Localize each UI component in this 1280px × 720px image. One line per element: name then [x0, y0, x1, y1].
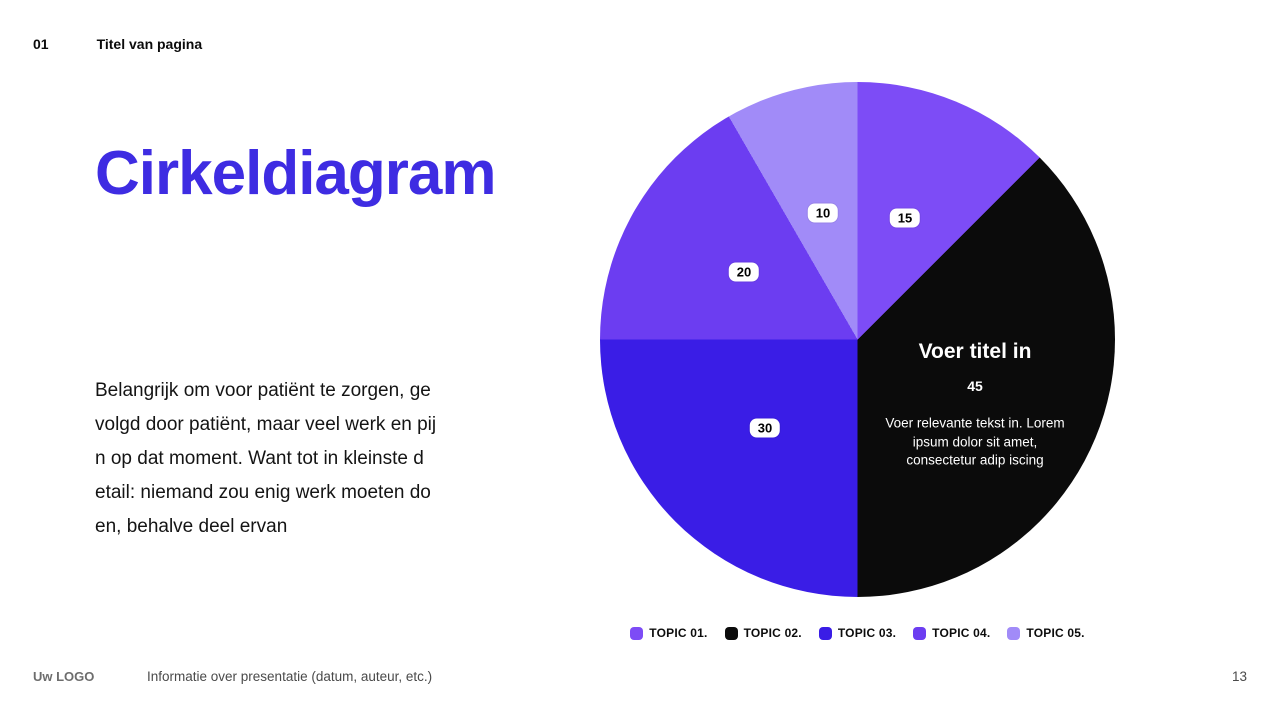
legend-swatch [913, 626, 927, 640]
page-header-title: Titel van pagina [96, 36, 203, 52]
body-line: etail: niemand zou enig werk moeten do [95, 482, 431, 503]
slice-label-topic-03: 30 [749, 418, 781, 438]
footer-info: Informatie over presentatie (datum, aute… [147, 669, 433, 684]
slice-label-topic-04: 20 [728, 262, 760, 282]
legend-label: TOPIC 05. [1026, 626, 1085, 640]
slice-label-topic-02: 45 [967, 378, 983, 394]
slice-callout-text: Voer relevante tekst in. Lorem ipsum dol… [885, 415, 1065, 468]
legend-label: TOPIC 04. [932, 626, 991, 640]
slide-title: Cirkeldiagram [95, 139, 497, 208]
legend-label: TOPIC 03. [837, 626, 897, 640]
legend-swatch [724, 626, 738, 640]
legend-item: TOPIC 01. [630, 626, 707, 640]
body-line: n op dat moment. Want tot in kleinste d [95, 448, 424, 469]
legend-label: TOPIC 01. [649, 626, 708, 640]
slice-label-topic-01: 15 [889, 208, 921, 228]
footer-logo: Uw LOGO [33, 669, 95, 684]
legend-item: TOPIC 05. [1007, 626, 1085, 640]
slide-header: 01 Titel van pagina [33, 36, 202, 52]
page-index: 01 [33, 36, 49, 52]
body-line: volgd door patiënt, maar veel werk en pi… [95, 414, 437, 435]
chart-legend: TOPIC 01. TOPIC 02. TOPIC 03. TOPIC 04. … [600, 626, 1115, 640]
legend-item: TOPIC 02. [724, 626, 802, 640]
body-line: Belangrijk om voor patiënt te zorgen, ge [95, 380, 431, 401]
pie-chart [600, 82, 1115, 597]
pie-chart-area: 10 15 20 30 Voer titel in 45 Voer releva… [600, 82, 1115, 597]
legend-swatch [818, 626, 832, 640]
footer-page-number: 13 [1231, 669, 1247, 684]
body-line: en, behalve deel ervan [95, 516, 288, 537]
slice-label-topic-05: 10 [807, 203, 839, 223]
legend-label: TOPIC 02. [743, 626, 802, 640]
legend-item: TOPIC 03. [818, 626, 897, 640]
body-text: Belangrijk om voor patiënt te zorgen, ge… [95, 374, 455, 544]
legend-swatch [1007, 626, 1021, 640]
legend-swatch [630, 626, 644, 640]
legend-item: TOPIC 04. [913, 626, 990, 640]
slice-callout-title: Voer titel in [918, 340, 1032, 363]
